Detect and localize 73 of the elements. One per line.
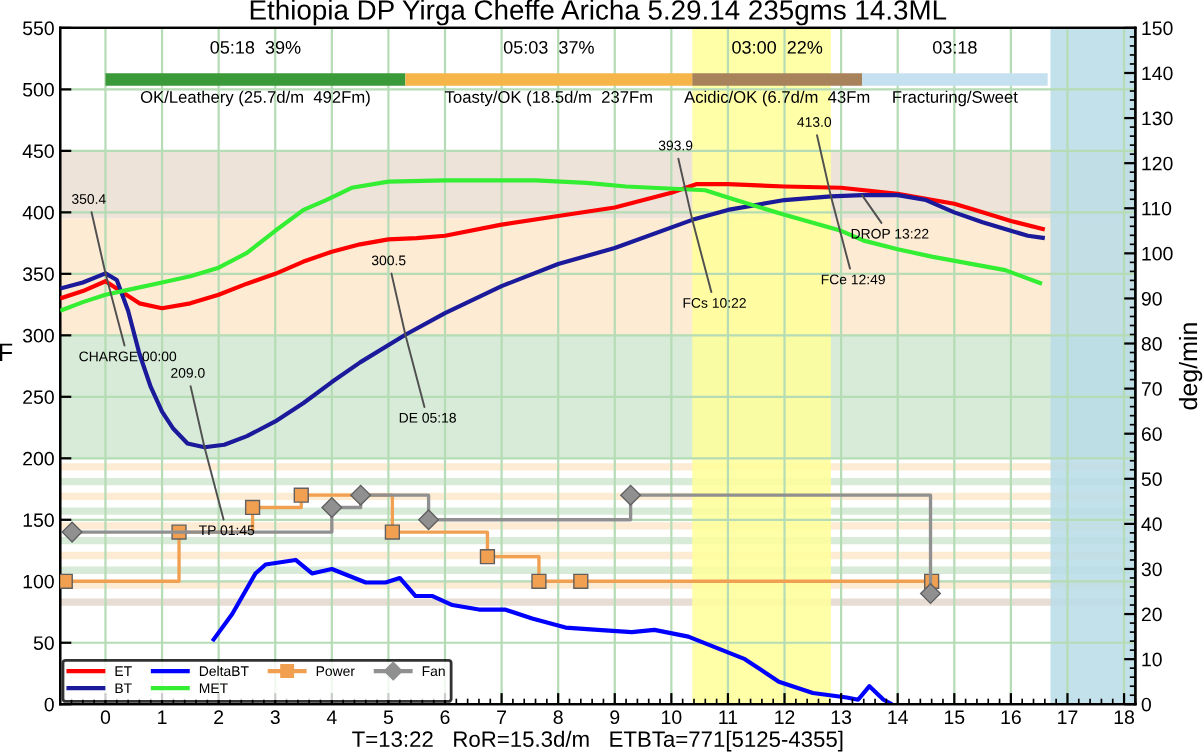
y2-tick-label: 20 <box>1141 607 1162 622</box>
point <box>60 573 73 589</box>
y-tick-label: 150 <box>23 513 54 528</box>
x-tick-label: 5 <box>383 710 393 725</box>
y2-tick-label: 30 <box>1141 562 1162 577</box>
point <box>620 484 642 506</box>
x-tick-label: 11 <box>719 710 738 724</box>
annotation: Acidic/OK (6.7d/m 43Fm <box>684 90 870 107</box>
y-tick-label: 500 <box>22 82 54 97</box>
y-tick-label: 350 <box>22 267 54 282</box>
chart-title: Ethiopia DP Yirga Cheffe Aricha 5.29.14 235gms 14.3ML <box>250 0 947 26</box>
y2-tick-label: 70 <box>1141 382 1162 396</box>
point <box>293 487 309 503</box>
point <box>531 573 547 589</box>
annotation: Fracturing/Sweet <box>893 90 1018 107</box>
x-tick-label: 14 <box>888 710 908 724</box>
y-tick-label: 100 <box>23 574 54 589</box>
y2-tick-label: 120 <box>1142 156 1173 171</box>
y2-tick-label: 80 <box>1141 336 1162 351</box>
point <box>244 499 261 516</box>
annotation: OK/Leathery (25.7d/m 492Fm) <box>140 90 370 107</box>
y-tick-label: 0 <box>44 697 54 712</box>
point <box>479 549 496 565</box>
y2-tick-label: 140 <box>1142 66 1173 81</box>
y-tick-label: 300 <box>22 328 54 343</box>
x-tick-label: 12 <box>775 710 795 724</box>
point <box>321 496 343 518</box>
annotation: 05:18 39% <box>210 40 301 54</box>
x-axis-title: T=13:22 RoR=15.3d/m ETBTa=771[5125-4355] <box>352 730 843 752</box>
line-series <box>60 193 1047 450</box>
x-tick-label: 9 <box>610 710 620 725</box>
x-tick-label: 10 <box>662 710 682 725</box>
point <box>350 484 372 506</box>
y2-tick-label: 60 <box>1141 427 1162 441</box>
y-tick-label: 400 <box>22 205 54 220</box>
point <box>573 573 589 589</box>
y-tick-label: 550 <box>22 21 54 36</box>
point <box>920 583 942 605</box>
x-tick-label: 18 <box>1114 710 1135 725</box>
y2-tick-label: 150 <box>1142 21 1173 36</box>
annotation: Toasty/OK (18.5d/m 237Fm <box>445 90 652 107</box>
x-tick-label: 7 <box>497 710 507 724</box>
annotation: 03:18 <box>932 40 977 54</box>
point <box>418 509 440 531</box>
x-tick-label: 2 <box>214 710 224 724</box>
y-tick-label: 50 <box>33 636 54 650</box>
x-tick-label: 6 <box>440 710 450 725</box>
y-tick-label: 200 <box>23 451 54 466</box>
y2-tick-label: 40 <box>1141 517 1162 532</box>
y2-tick-label: 90 <box>1141 291 1162 306</box>
x-tick-label: 8 <box>553 710 563 725</box>
x-tick-label: 0 <box>100 710 111 725</box>
annotation: 05:03 37% <box>503 40 594 54</box>
x-tick-label: 3 <box>270 710 280 725</box>
x-tick-label: 15 <box>944 710 965 725</box>
x-tick-label: 13 <box>831 710 852 725</box>
y2-tick-label: 10 <box>1142 652 1162 667</box>
x-tick-label: 4 <box>326 710 337 724</box>
y2-tick-label: 100 <box>1142 246 1173 261</box>
y2-tick-label: 110 <box>1142 201 1172 216</box>
x-tick-label: 1 <box>158 710 167 724</box>
y-axis-title: F <box>0 343 13 361</box>
point <box>384 524 401 540</box>
y-tick-label: 450 <box>22 144 54 159</box>
x-tick-label: 16 <box>1001 710 1021 725</box>
point <box>61 521 83 543</box>
y-tick-label: 250 <box>23 390 54 405</box>
y2-tick-label: 0 <box>1141 697 1151 712</box>
x-tick-label: 17 <box>1058 710 1078 724</box>
y2-tick-label: 130 <box>1142 111 1173 126</box>
y2-tick-label: 50 <box>1141 472 1162 487</box>
y2-axis-title: deg/min <box>1178 323 1203 410</box>
annotation: 03:00 22% <box>732 40 823 54</box>
